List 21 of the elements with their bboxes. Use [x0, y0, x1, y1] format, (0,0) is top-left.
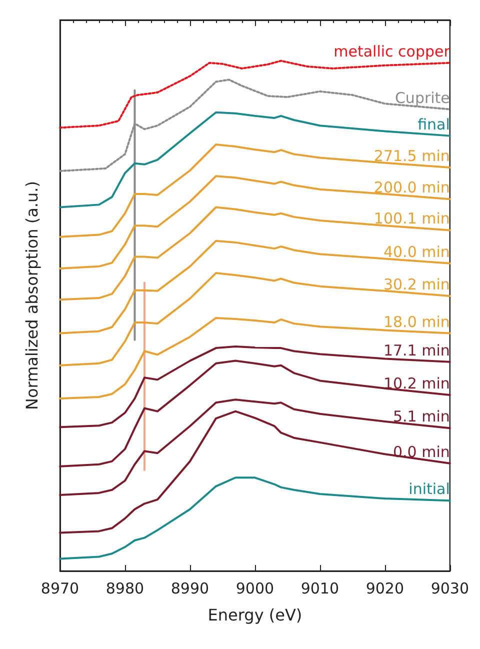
series-label: 10.2 min — [383, 374, 450, 392]
series-label: 5.1 min — [392, 408, 450, 426]
series-label: 100.1 min — [374, 210, 450, 228]
series-label: initial — [408, 480, 450, 498]
x-axis-title: Energy (eV) — [208, 606, 302, 624]
series-label: 18.0 min — [383, 312, 450, 331]
x-tick-label: 8990 — [170, 580, 210, 598]
x-tick-label: 8970 — [40, 580, 80, 598]
x-tick-label: 9030 — [430, 580, 470, 598]
series-label: 271.5 min — [374, 146, 450, 165]
series-label: final — [418, 115, 450, 134]
x-tick-label: 9010 — [300, 580, 340, 598]
series-label: 40.0 min — [383, 242, 450, 261]
series-label: 17.1 min — [383, 341, 450, 360]
x-tick-label: 8980 — [106, 580, 144, 598]
x-tick-label: 9020 — [366, 580, 404, 598]
x-tick-label: 9000 — [236, 580, 274, 598]
y-axis-title: Normalized absorption (a.u.) — [22, 181, 42, 410]
series-label: Cuprite — [394, 88, 450, 107]
series-label: 200.0 min — [374, 178, 450, 197]
series-label: 30.2 min — [383, 276, 450, 294]
